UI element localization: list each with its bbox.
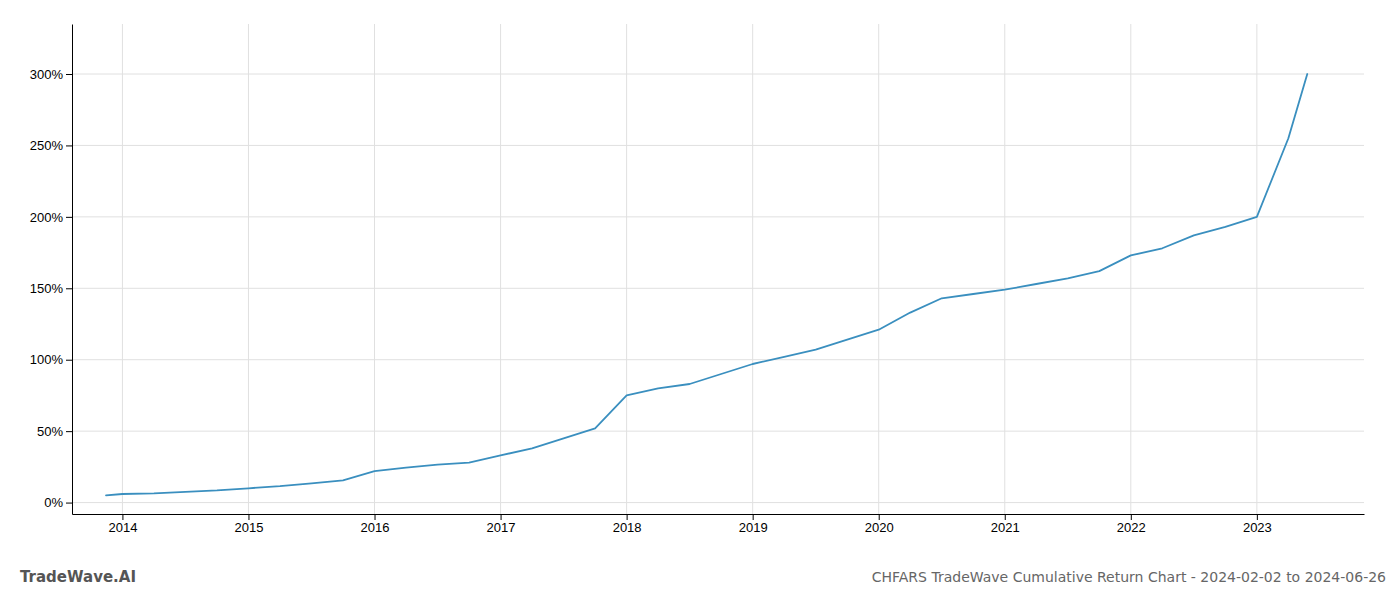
x-tick-label: 2022 [1117, 520, 1146, 535]
x-tick: 2017 [487, 514, 516, 535]
marks [106, 74, 1307, 495]
plot-area: 2014 2015 2016 2017 2018 2019 2020 2021 2022 2023… [30, 24, 1365, 535]
grid-line-y [72, 145, 1364, 146]
watermark: TradeWave.AI [20, 568, 136, 586]
y-tick-mark [66, 145, 72, 146]
x-axis: 2014 2015 2016 2017 2018 2019 2020 2021 2022 2023 [73, 514, 1365, 535]
grid-line-x [878, 24, 879, 514]
x-tick-label: 2019 [739, 520, 768, 535]
x-tick-mark [248, 514, 249, 520]
grid-line-y [72, 216, 1364, 217]
y-tick: 200% [30, 210, 72, 225]
grid [72, 24, 1364, 514]
y-tick-mark [66, 360, 72, 361]
x-tick-label: 2015 [235, 520, 264, 535]
x-tick-mark [753, 514, 754, 520]
x-tick: 2018 [613, 514, 642, 535]
x-tick-label: 2023 [1243, 520, 1272, 535]
x-tick: 2023 [1243, 514, 1272, 535]
x-tick-label: 2018 [613, 520, 642, 535]
y-tick: 50% [37, 424, 72, 439]
series-line [106, 74, 1307, 495]
x-tick-mark [879, 514, 880, 520]
x-tick-mark [627, 514, 628, 520]
grid-line-y [72, 74, 1364, 75]
grid-line-y [72, 288, 1364, 289]
y-tick-mark [66, 288, 72, 289]
x-tick-mark [375, 514, 376, 520]
grid-line-x [1130, 24, 1131, 514]
y-tick-mark [66, 74, 72, 75]
x-tick-label: 2016 [361, 520, 390, 535]
grid-line-y [72, 431, 1364, 432]
x-tick-mark [1257, 514, 1258, 520]
x-tick-mark [501, 514, 502, 520]
x-tick-mark [1005, 514, 1006, 520]
grid-line-x [122, 24, 123, 514]
y-tick-label: 300% [30, 67, 64, 82]
y-tick: 300% [30, 67, 72, 82]
x-tick-mark [1131, 514, 1132, 520]
y-tick-label: 150% [30, 281, 64, 296]
y-tick-label: 0% [44, 495, 63, 510]
x-tick-mark [122, 514, 123, 520]
grid-line-y [72, 359, 1364, 360]
title: CHFARS TradeWave Cumulative Return Chart… [872, 569, 1386, 585]
y-tick-mark [66, 503, 72, 504]
y-tick-label: 250% [30, 138, 64, 153]
x-tick: 2022 [1117, 514, 1146, 535]
x-tick: 2016 [361, 514, 390, 535]
grid-line-y [72, 502, 1364, 503]
grid-line-x [1004, 24, 1005, 514]
y-tick-mark [66, 217, 72, 218]
y-tick: 250% [30, 138, 72, 153]
grid-line-x [626, 24, 627, 514]
y-tick: 0% [44, 495, 72, 510]
grid-line-x [500, 24, 501, 514]
x-tick: 2014 [108, 514, 137, 535]
y-tick-label: 200% [30, 210, 64, 225]
grid-line-x [374, 24, 375, 514]
y-tick-label: 100% [30, 352, 64, 367]
x-tick-label: 2020 [865, 520, 894, 535]
x-tick: 2019 [739, 514, 768, 535]
x-tick-label: 2014 [108, 520, 137, 535]
y-tick: 100% [30, 352, 72, 367]
chart: 2014 2015 2016 2017 2018 2019 2020 2021 2022 2023… [0, 0, 1400, 600]
y-axis-line [72, 25, 73, 515]
x-tick: 2015 [235, 514, 264, 535]
grid-line-x [248, 24, 249, 514]
grid-line-x [1256, 24, 1257, 514]
x-axis-line [73, 514, 1365, 515]
y-axis: 0% 50% 100% 150% 200% 250% 300% [30, 25, 73, 515]
x-tick: 2020 [865, 514, 894, 535]
x-tick: 2021 [991, 514, 1020, 535]
y-tick-mark [66, 431, 72, 432]
y-tick-label: 50% [37, 424, 63, 439]
grid-line-x [752, 24, 753, 514]
x-tick-label: 2017 [487, 520, 516, 535]
x-tick-label: 2021 [991, 520, 1020, 535]
y-tick: 150% [30, 281, 72, 296]
